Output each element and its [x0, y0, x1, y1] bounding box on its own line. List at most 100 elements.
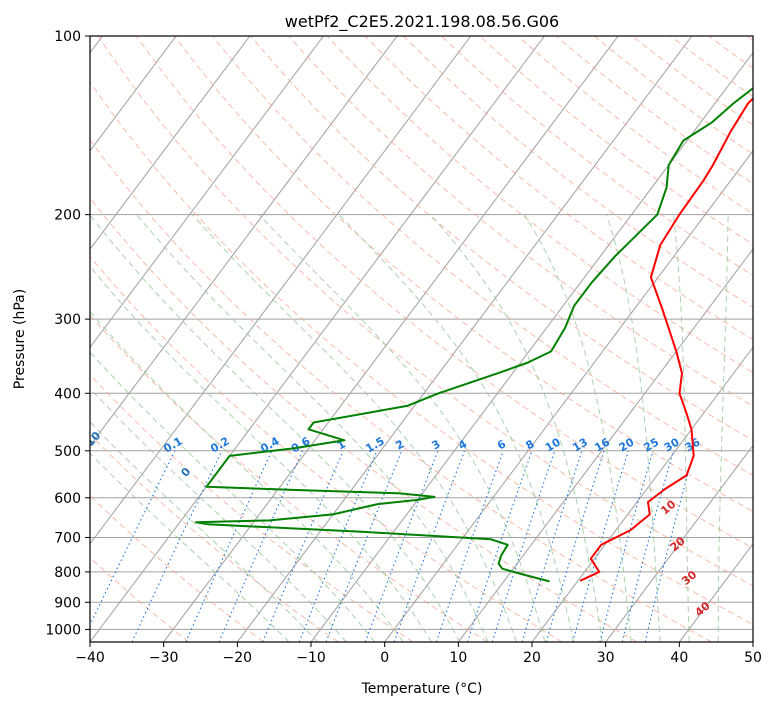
- y-tick-label: 800: [54, 565, 81, 581]
- mixing-ratio-line: [491, 450, 556, 642]
- plot-background: [90, 36, 753, 642]
- moist-adiabat-line: [258, 214, 546, 642]
- x-tick-label: −10: [296, 650, 326, 666]
- mixing-ratio-label: 2: [393, 437, 406, 452]
- isotherm-line: [457, 248, 753, 642]
- isotherm-line: [90, 36, 545, 642]
- x-tick-label: 0: [380, 650, 389, 666]
- mixing-ratio-label: 3: [430, 437, 443, 452]
- mixing-ratio-label: 6: [495, 437, 508, 452]
- isotherm-line: [90, 36, 398, 447]
- dry-adiabat-label: 0: [178, 465, 193, 480]
- x-tick-label: −20: [223, 650, 253, 666]
- dry-adiabat-line: [403, 36, 753, 308]
- moist-adiabat-line: [192, 214, 517, 642]
- isotherm-line: [384, 150, 753, 642]
- dry-adiabat-line: [555, 36, 753, 185]
- dry-adiabat-line: [90, 197, 638, 642]
- dry-adiabat-line: [90, 373, 414, 642]
- moist-adiabat-line: [90, 421, 319, 642]
- x-axis: −40 −30 −20 −10 0 10 20 30 40 50: [75, 642, 762, 666]
- mixing-ratio-line: [90, 450, 176, 627]
- plot-frame: [89, 35, 754, 643]
- dry-adiabat-line: [90, 556, 190, 642]
- moist-adiabat-label: 30: [679, 568, 699, 588]
- y-tick-label: 200: [54, 208, 81, 224]
- mixing-ratio-label: 0.1: [161, 434, 184, 455]
- moist-adiabat-line: [90, 265, 432, 642]
- curve-labels: 0.10.20.40.611.52346810131620253036-100-…: [0, 399, 713, 619]
- mixing-ratio-label: 1.5: [363, 434, 386, 455]
- moist-adiabat-line: [523, 214, 632, 642]
- dry-adiabat-line: [90, 81, 753, 625]
- mixing-ratio-line: [599, 450, 654, 642]
- dry-adiabat-line: [90, 139, 712, 642]
- y-tick-label: 400: [54, 386, 81, 402]
- isotherm-line: [605, 444, 753, 642]
- y-tick-label: 500: [54, 444, 81, 460]
- mixing-ratio-line: [298, 450, 378, 642]
- moist-adiabat-line: [136, 214, 489, 642]
- mixing-ratio-line: [185, 450, 273, 642]
- x-tick-label: 50: [744, 650, 762, 666]
- isotherm-line: [90, 36, 251, 250]
- mixing-ratio-line: [131, 450, 223, 642]
- dry-adiabat-line: [90, 494, 264, 642]
- mixing-ratio-line: [435, 450, 504, 642]
- y-tick-label: 100: [54, 29, 81, 45]
- y-axis: 100 200 300 400 500 600 700 800 900 1000: [45, 29, 90, 638]
- dry-adiabat-line: [288, 36, 753, 407]
- moist-adiabat-line: [672, 214, 690, 642]
- dry-adiabat-line: [90, 314, 488, 642]
- y-tick-label: 700: [54, 531, 81, 547]
- mixing-ratio-line: [521, 450, 583, 642]
- dry-adiabat-line: [479, 36, 753, 246]
- dry-adiabat-line: [250, 36, 753, 442]
- moist-adiabat-line: [90, 214, 461, 642]
- moist-adiabat-line: [606, 214, 661, 642]
- mixing-ratio-label: 8: [524, 437, 537, 452]
- y-tick-label: 1000: [45, 622, 81, 638]
- dry-adiabat-line: [517, 36, 753, 215]
- mixing-ratio-label: 25: [641, 436, 661, 455]
- mixing-ratio-line: [466, 450, 533, 642]
- chart-title: wetPf2_C2E5.2021.198.08.56.G06: [285, 12, 559, 32]
- moist-adiabat-line: [430, 214, 603, 642]
- isotherm-line: [90, 36, 177, 152]
- dry-adiabat-line: [174, 36, 753, 513]
- isotherm-line: [531, 346, 753, 642]
- isotherm-line: [90, 36, 472, 545]
- mixing-ratio-line: [218, 450, 304, 642]
- isotherm-line: [678, 542, 753, 642]
- x-tick-label: −40: [75, 650, 105, 666]
- temperature-profile-line: [579, 96, 753, 582]
- mixing-ratio-line: [644, 450, 695, 642]
- moist-adiabat-line: [717, 214, 729, 642]
- isotherm-line: [752, 641, 753, 642]
- mixing-ratio-label: 30: [662, 435, 682, 454]
- dry-adiabat-line: [90, 433, 339, 642]
- moist-adiabat-label: 10: [658, 497, 678, 517]
- x-tick-label: 40: [670, 650, 688, 666]
- x-tick-label: 10: [449, 650, 467, 666]
- y-tick-label: 300: [54, 312, 81, 328]
- mixing-ratio-line: [545, 450, 605, 642]
- x-tick-label: 20: [523, 650, 541, 666]
- moist-adiabat-line: [338, 214, 575, 642]
- moist-adiabat-line: [90, 311, 404, 642]
- profile-series: [195, 86, 753, 583]
- dry-adiabat-line: [364, 36, 753, 341]
- isotherm-line: [163, 36, 619, 642]
- mixing-ratio-label: 10: [543, 435, 563, 454]
- dry-adiabat-label: -20: [0, 399, 17, 423]
- dry-adiabat-line: [746, 36, 753, 42]
- mixing-ratio-label: 16: [592, 435, 612, 454]
- y-tick-label: 600: [54, 491, 81, 507]
- isotherm-line: [90, 36, 324, 349]
- mixing-ratio-label: 20: [617, 435, 637, 454]
- moist-adiabat-line: [90, 452, 290, 642]
- mixing-ratio-line: [621, 450, 675, 642]
- y-tick-label: 900: [54, 595, 81, 611]
- mixing-ratio-line: [262, 450, 344, 642]
